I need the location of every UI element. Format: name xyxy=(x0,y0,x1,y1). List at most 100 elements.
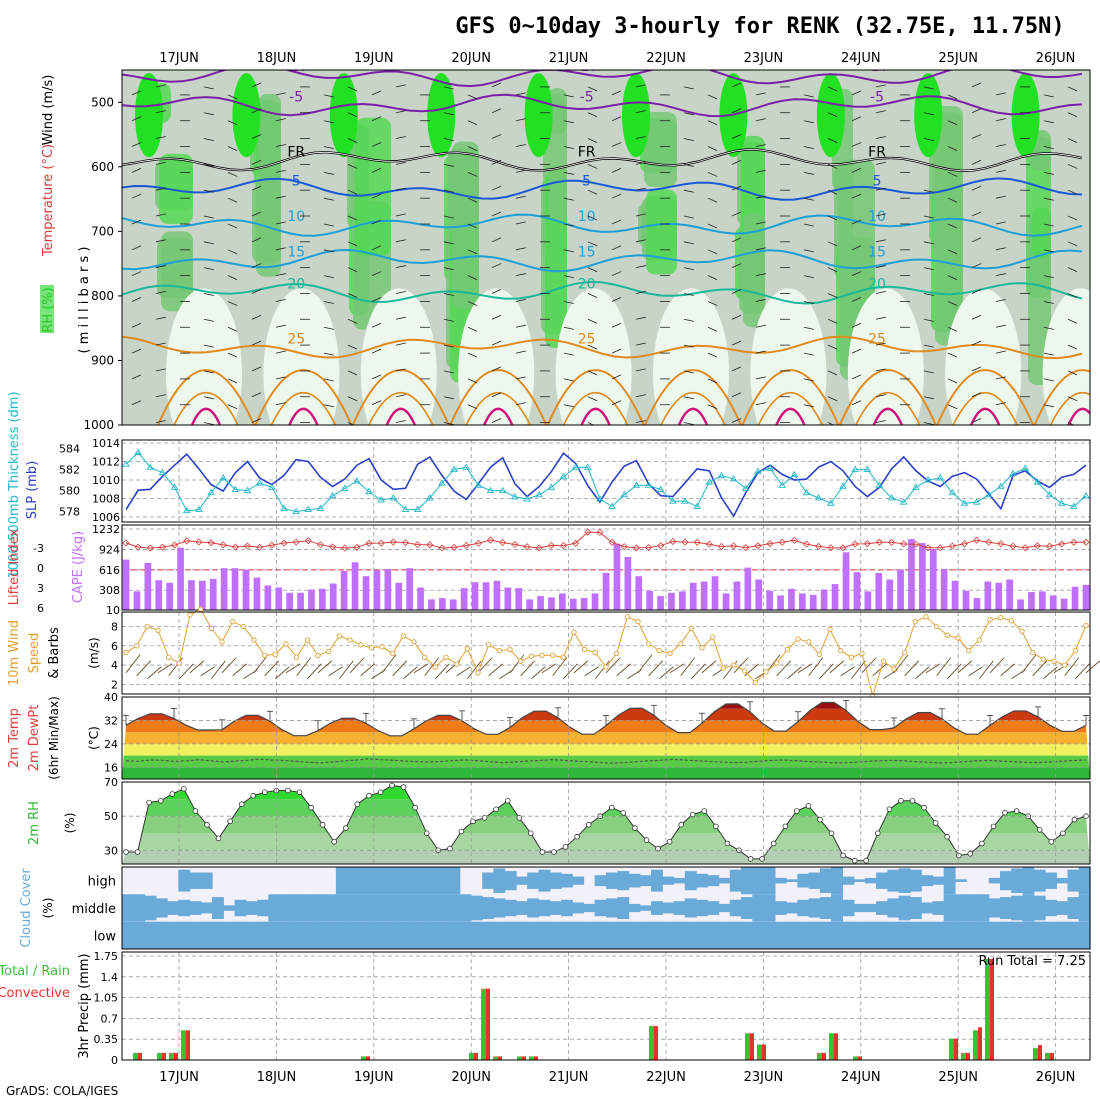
wind-barb xyxy=(251,159,262,165)
thickness-point xyxy=(656,485,665,492)
wind-barb xyxy=(467,301,478,306)
wind-barb xyxy=(851,116,862,122)
cloud-cover-panel: high middle low Cloud Cover (%) xyxy=(19,866,1091,950)
wind-barb xyxy=(923,86,934,90)
precip-frame xyxy=(121,951,1091,1061)
wind-barb xyxy=(995,376,1006,380)
rh-dry-patch xyxy=(750,288,827,425)
wind-barb xyxy=(947,378,958,384)
lifted-index-point xyxy=(960,540,969,548)
wind-barb xyxy=(155,161,166,165)
precip-total-bar xyxy=(169,1052,174,1060)
wind-speed-point xyxy=(838,647,844,654)
wind-barb xyxy=(971,392,982,398)
wind-barb xyxy=(707,301,718,306)
wind-barb-10m xyxy=(1075,663,1090,680)
cape-bar xyxy=(755,579,763,610)
cloud-cell xyxy=(516,921,528,949)
wind-barb xyxy=(827,396,838,402)
wind-barb xyxy=(443,86,454,90)
cape-bar xyxy=(908,539,915,610)
wind-barb-10m xyxy=(338,660,354,680)
panel-bg xyxy=(122,612,1090,694)
cloud-cell xyxy=(403,894,416,922)
cloud-cell xyxy=(1011,921,1024,949)
wind-speed-point xyxy=(400,633,406,639)
cape-bar xyxy=(155,580,163,610)
wind-barb xyxy=(731,134,742,139)
wind-speed-point xyxy=(1040,656,1046,662)
rh-point xyxy=(250,792,257,799)
lifted-index-point xyxy=(742,544,750,552)
li-axis-label: Lifted Index xyxy=(7,528,22,605)
slp-tick-label: 1012 xyxy=(92,456,120,469)
wind-barb xyxy=(683,422,694,425)
wind-barb xyxy=(707,146,718,151)
cloud-cell xyxy=(932,901,945,915)
thickness-point xyxy=(255,479,264,486)
cloud-cell xyxy=(1022,867,1035,895)
wind-barb xyxy=(803,301,814,304)
bottom-date-label: 24JUN xyxy=(841,1070,881,1085)
wind-barb xyxy=(587,396,598,402)
precip-conv-bar xyxy=(762,1044,766,1060)
wind-barb xyxy=(395,161,406,165)
bottom-date-label: 26JUN xyxy=(1036,1070,1076,1085)
rh-legend-swatch xyxy=(40,285,54,333)
thickness-point xyxy=(729,475,738,482)
wind-barb xyxy=(827,112,838,118)
lifted-index-point xyxy=(644,543,653,552)
cape-bar xyxy=(624,557,632,610)
cloud-cell xyxy=(909,921,922,949)
wind-barb xyxy=(228,431,237,435)
wind-speed-point xyxy=(176,660,182,666)
thickness-point xyxy=(912,483,920,490)
lifted-index-point xyxy=(462,541,470,550)
thickness-point xyxy=(583,463,592,470)
wind-barb xyxy=(275,221,286,225)
wind-barb-10m xyxy=(1064,657,1080,677)
thickness-point xyxy=(839,482,847,489)
cloud-cell xyxy=(122,921,134,949)
cloud-cell xyxy=(549,921,562,949)
slp-tick-label: 1014 xyxy=(92,437,120,450)
rh-moist-patch xyxy=(258,93,281,203)
rh-point xyxy=(1071,816,1078,823)
wind-barb xyxy=(587,189,598,195)
cape-bar xyxy=(144,562,152,610)
wind-barb xyxy=(131,297,142,302)
cloud-cell xyxy=(628,921,641,949)
cloud-cell xyxy=(774,921,787,949)
wind-barb xyxy=(371,193,382,199)
wind-barb xyxy=(275,118,286,122)
wind-barb xyxy=(323,326,334,330)
lifted-index-point xyxy=(1033,542,1041,550)
precip-total-bar xyxy=(757,1044,762,1060)
cloud-cell xyxy=(335,921,348,949)
wind-barb xyxy=(875,136,886,139)
wind-speed-point xyxy=(614,650,620,657)
rh-dry-patch xyxy=(945,288,1022,425)
precip-total-bar xyxy=(157,1052,162,1060)
warm-arc-inner xyxy=(1049,392,1090,425)
lifted-cape-panel: 10 308 616 924 1232 6 3 0 -3 Lifted Index CAPE (J/… xyxy=(7,523,1091,617)
wind-barb xyxy=(515,195,526,199)
wind-barb xyxy=(923,215,934,219)
lifted-index-point xyxy=(839,544,847,552)
thickness-point xyxy=(122,460,130,467)
hot-arc xyxy=(970,407,1001,425)
wind-speed-point xyxy=(432,664,438,670)
thickness-point xyxy=(486,486,495,494)
cloud-cell xyxy=(673,877,686,884)
wind-barb xyxy=(731,185,742,191)
wind-barb xyxy=(971,237,982,243)
wind-barb xyxy=(587,215,598,221)
wind-barb xyxy=(611,116,622,122)
lifted-index-point xyxy=(632,544,640,552)
precip-total-bar xyxy=(517,1056,522,1060)
cloud-cell xyxy=(347,867,359,895)
rh-point xyxy=(192,808,199,814)
cloud-cell xyxy=(324,894,337,922)
cloud-cell xyxy=(268,921,281,949)
wind-barb-10m xyxy=(349,657,365,674)
